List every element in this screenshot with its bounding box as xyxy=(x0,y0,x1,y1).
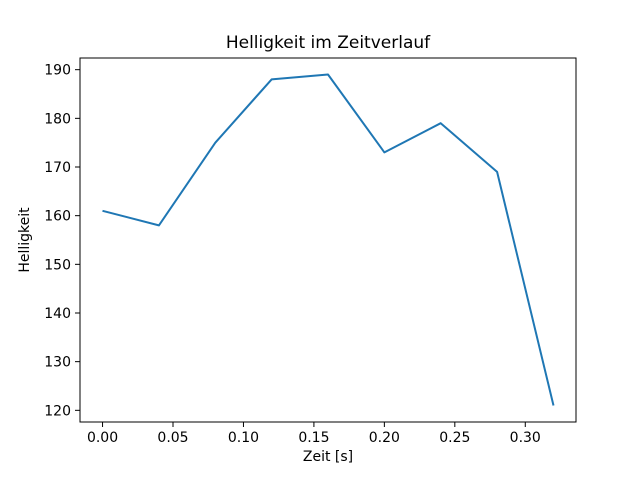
y-tick-label: 150 xyxy=(44,257,71,273)
y-tick-label: 160 xyxy=(44,209,71,225)
y-tick-label: 130 xyxy=(44,355,71,371)
y-tick-label: 170 xyxy=(44,160,71,176)
chart-title: Helligkeit im Zeitverlauf xyxy=(225,33,431,53)
x-axis-label: Zeit [s] xyxy=(302,449,354,465)
x-tick-label: 0.10 xyxy=(228,430,259,446)
x-tick-label: 0.25 xyxy=(439,430,470,446)
y-tick-label: 190 xyxy=(44,63,71,79)
y-tick-label: 140 xyxy=(44,306,71,322)
x-tick-label: 0.05 xyxy=(157,430,188,446)
x-tick-label: 0.15 xyxy=(298,430,329,446)
x-tick-label: 0.00 xyxy=(87,430,118,446)
x-tick-label: 0.30 xyxy=(510,430,541,446)
y-tick-label: 180 xyxy=(44,111,71,127)
data-line xyxy=(102,73,555,406)
y-tick-label: 120 xyxy=(44,403,71,419)
axes-frame xyxy=(79,57,577,423)
x-tick-label: 0.20 xyxy=(369,430,400,446)
